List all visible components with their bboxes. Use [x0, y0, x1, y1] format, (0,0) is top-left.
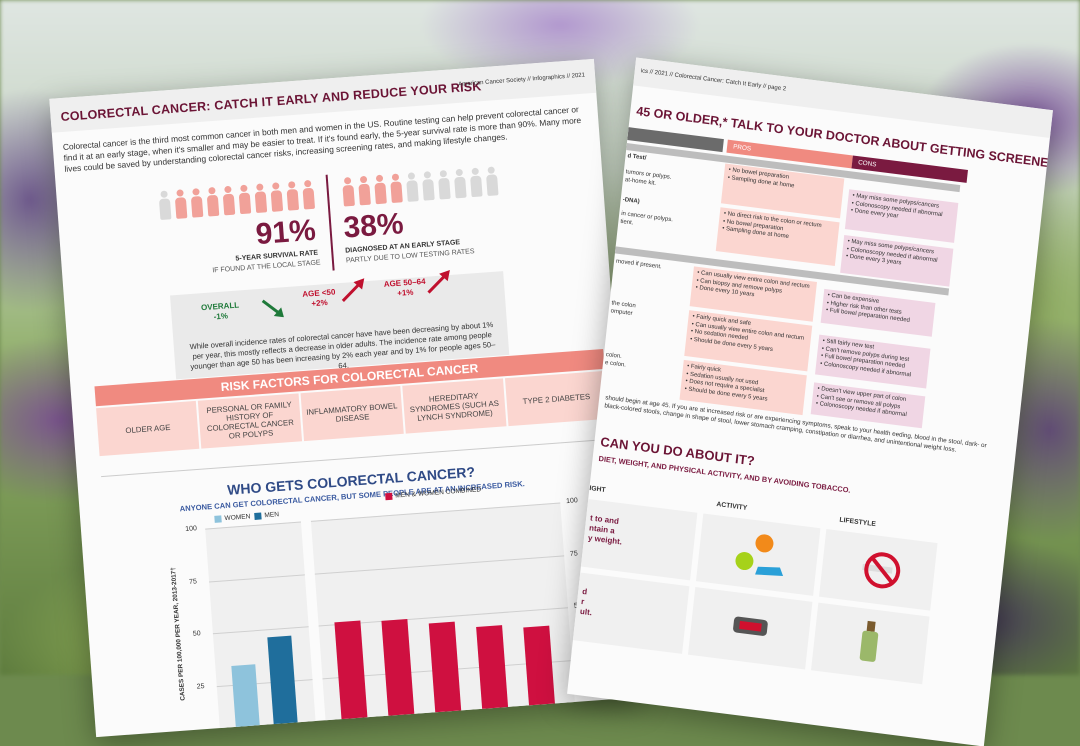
y-tick-label: 50	[192, 630, 201, 638]
survival-rate-value: 91%	[254, 213, 317, 252]
section-weight-label: IGHT	[588, 485, 606, 495]
cons-cell: • May miss some polyps/cancers • Colonos…	[844, 189, 959, 243]
lifestyle-tile-2	[811, 602, 930, 685]
activity-tile-2	[687, 587, 813, 670]
risk-factor: OLDER AGE	[96, 400, 200, 457]
infographic-page-2: ics // 2021 // Colorectal Cancer: Catch …	[567, 57, 1053, 746]
lifestyle-tile	[819, 529, 938, 611]
row-label: moved if present.	[615, 258, 663, 271]
y-tick-label: 75	[569, 549, 579, 558]
row-label: d Test/	[627, 153, 647, 162]
up-arrow-icon	[427, 269, 450, 294]
y-tick-label: 100	[565, 497, 579, 506]
cons-cell: • Can be expensive • Higher risk than ot…	[820, 288, 936, 337]
risk-factor: TYPE 2 DIABETES	[504, 370, 609, 427]
y-axis-label: CASES PER 100,000 PER YEAR, 2013-2017†	[169, 566, 187, 701]
legend-label-women: WOMEN	[224, 513, 251, 523]
survival-rate-sub: IF FOUND AT THE LOCAL STAGE	[212, 259, 321, 275]
row-label: omputer	[610, 308, 633, 318]
activity-tile	[695, 513, 821, 596]
risk-factor: HEREDITARY SYNDROMES (SUCH AS LYNCH SYND…	[402, 378, 507, 434]
x-tick-label: NON-HISPANIC	[336, 728, 375, 738]
cons-cell: • Still fairly new test • Can't remove p…	[815, 334, 931, 389]
weight-tile-text: t to and ntain a y weight.	[587, 513, 623, 547]
section-activity-label: ACTIVITY	[715, 501, 748, 512]
x-tick-label: HISPANIC/ LATINO	[483, 718, 510, 733]
risk-factor: PERSONAL OR FAMILY HISTORY OF COLORECTAL…	[198, 393, 302, 449]
y-tick-label: 75	[188, 577, 198, 586]
down-arrow-icon	[261, 299, 284, 318]
legend-swatch-women	[214, 515, 222, 523]
legend-swatch-men	[254, 512, 262, 520]
x-tick-label: AMERICAN INDIAN/	[388, 725, 417, 738]
weight-tile: t to and ntain a y weight.	[580, 498, 698, 581]
early-stage-value: 38%	[342, 207, 405, 245]
legend-swatch-combined	[385, 492, 393, 501]
cons-cell: • Doesn't view upper part of colon • Can…	[810, 382, 926, 429]
infographic-page-1: COLORECTAL CANCER: CATCH IT EARLY AND RE…	[49, 58, 641, 738]
exercise-equipment-icon	[733, 616, 768, 636]
up-arrow-icon	[341, 278, 365, 302]
y-tick-label: 100	[184, 525, 198, 534]
row-label: tient.	[620, 218, 634, 227]
x-tick-label: NON-HISPANIC	[430, 721, 469, 731]
early-stage-figures-icon	[340, 166, 501, 208]
weight-tile-2-text: d r ult.	[579, 586, 593, 618]
trend-age-under-50: AGE <50 +2%	[301, 287, 336, 309]
weight-tile-2: d r ult.	[572, 572, 690, 654]
bottle-icon	[859, 620, 879, 662]
y-tick-label: 25	[196, 682, 205, 691]
sports-equipment-icon	[735, 534, 784, 576]
no-smoking-icon	[862, 552, 901, 589]
stat-divider	[325, 174, 335, 271]
row-label: -DNA)	[622, 196, 640, 206]
row-label: e colon.	[604, 360, 627, 369]
trend-overall: OVERALL -1%	[200, 300, 240, 322]
trends-box: OVERALL -1% AGE <50 +2% AGE 50–64 +1% Wh…	[170, 269, 510, 380]
section-lifestyle-label: LIFESTYLE	[839, 516, 877, 529]
x-tick-label: ASIAN/ PACIFIC ISLANDER	[523, 714, 563, 730]
pros-cell: • No direct risk to the colon or rectum …	[715, 207, 840, 267]
risk-factor: INFLAMMATORY BOWEL DISEASE	[300, 385, 404, 442]
legend-label-men: MEN	[264, 511, 280, 520]
trend-age-50-64: AGE 50–64 +1%	[383, 276, 426, 298]
